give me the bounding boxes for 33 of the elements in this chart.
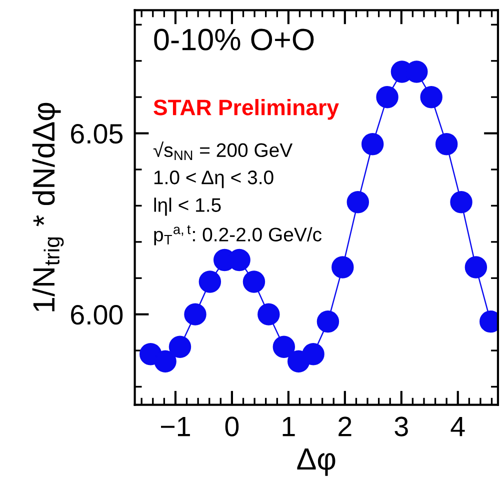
annotation: lηl < 1.5 — [154, 198, 221, 216]
point — [464, 256, 488, 278]
point — [420, 86, 442, 108]
point — [302, 343, 324, 366]
x-tick-label: −1 — [161, 416, 190, 436]
y-tick-label: 6.05 — [71, 124, 123, 144]
point — [316, 310, 340, 333]
x-tick-label: 2 — [338, 416, 352, 436]
point — [332, 256, 354, 278]
point — [376, 86, 398, 108]
annotation: 0-10% O+O — [154, 28, 314, 50]
annotation: p$_{T}$$^{a,t}$: 0.2-2.0 GeV/c — [154, 225, 322, 246]
point — [154, 350, 176, 373]
x-tick-label: 0 — [225, 416, 239, 436]
point — [272, 336, 296, 358]
point — [361, 133, 384, 156]
x-axis-title: Δφ — [297, 448, 336, 476]
point — [242, 270, 266, 293]
y-axis-title: 1/N$_{trig}$ * dN/dΔφ — [32, 102, 64, 312]
x-tick-label: 1 — [282, 416, 295, 436]
point — [184, 303, 206, 326]
annotation: 1.0 < Δη < 3.0 — [154, 170, 274, 188]
point — [346, 190, 370, 214]
point — [450, 190, 472, 214]
annotation: √s$_{NN}$ = 200 GeV — [153, 141, 293, 160]
point — [258, 303, 280, 326]
point — [168, 336, 192, 358]
annotation: STAR Preliminary — [154, 99, 339, 120]
x-tick-label: 4 — [450, 416, 465, 436]
y-tick-label: 6.00 — [71, 304, 123, 325]
point — [435, 133, 458, 156]
point — [198, 270, 222, 293]
x-tick-label: 3 — [394, 416, 408, 436]
